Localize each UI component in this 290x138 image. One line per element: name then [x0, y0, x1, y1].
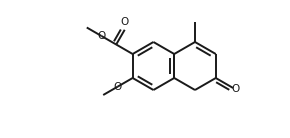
Text: O: O — [121, 17, 129, 27]
Text: O: O — [114, 82, 122, 91]
Text: O: O — [232, 84, 240, 95]
Text: O: O — [97, 31, 106, 41]
